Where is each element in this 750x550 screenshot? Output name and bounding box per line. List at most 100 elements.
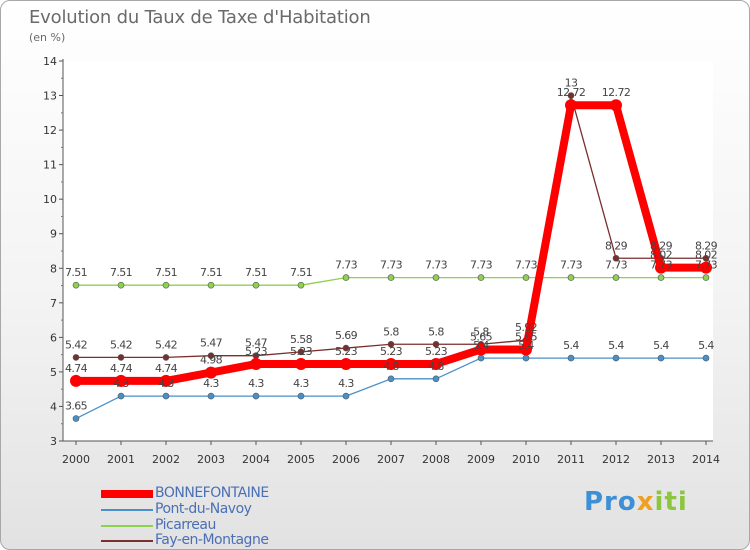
- point-fay-en-montagne-2001: [117, 354, 125, 361]
- point-picarreau-2003: [207, 281, 215, 289]
- point-bonnefontaine-2007: [385, 357, 397, 370]
- point-bonnefontaine-2003: [205, 366, 217, 379]
- legend-swatch-picarreau: [101, 525, 153, 527]
- point-pont-du-navoy-2000: [72, 415, 80, 422]
- data-label-bonnefontaine-2007: 5.23: [380, 345, 403, 358]
- point-bonnefontaine-2012: [610, 99, 622, 112]
- data-label-fay-en-montagne-2010: 5.92: [515, 321, 537, 334]
- data-label-fay-en-montagne-2012: 8.29: [605, 239, 628, 252]
- legend-label-picarreau: Picarreau: [155, 517, 216, 533]
- point-picarreau-2005: [297, 281, 305, 289]
- point-pont-du-navoy-2001: [117, 392, 125, 400]
- data-label-picarreau-2001: 7.51: [110, 266, 132, 279]
- data-label-bonnefontaine-2000: 4.74: [65, 362, 88, 375]
- data-label-picarreau-2007: 7.73: [380, 259, 403, 272]
- point-pont-du-navoy-2009: [477, 354, 485, 362]
- point-bonnefontaine-2006: [340, 357, 352, 370]
- data-label-picarreau-2014: 7.73: [695, 259, 718, 272]
- data-label-fay-en-montagne-2001: 5.42: [110, 338, 132, 351]
- data-label-fay-en-montagne-2009: 5.8: [473, 325, 489, 338]
- point-bonnefontaine-2000: [70, 374, 82, 387]
- legend-label-fay-en-montagne: Fay-en-Montagne: [155, 532, 269, 548]
- point-picarreau-2002: [162, 281, 170, 289]
- data-label-fay-en-montagne-2011: 13: [565, 77, 578, 90]
- data-label-fay-en-montagne-2003: 5.47: [200, 337, 223, 350]
- data-label-pont-du-navoy-2001: 4.3: [113, 377, 129, 390]
- x-tick-label-2013: 2013: [647, 453, 675, 466]
- data-label-bonnefontaine-2013: 8.02: [650, 249, 672, 262]
- y-tick-label-13: 13: [43, 90, 57, 103]
- legend-label-bonnefontaine: BONNEFONTAINE: [155, 485, 269, 501]
- data-label-picarreau-2009: 7.73: [470, 259, 493, 272]
- data-label-bonnefontaine-2014: 8.02: [695, 249, 717, 262]
- point-fay-en-montagne-2006: [342, 344, 350, 352]
- point-bonnefontaine-2008: [430, 357, 442, 370]
- data-label-picarreau-2006: 7.73: [335, 259, 358, 272]
- point-picarreau-2007: [387, 274, 395, 281]
- point-bonnefontaine-2004: [250, 357, 262, 370]
- data-label-pont-du-navoy-2000: 3.65: [65, 400, 88, 413]
- data-label-pont-du-navoy-2003: 4.3: [203, 377, 219, 390]
- x-tick-label-2012: 2012: [602, 453, 630, 466]
- point-bonnefontaine-2002: [160, 374, 172, 387]
- data-label-picarreau-2013: 7.73: [650, 259, 673, 272]
- data-label-pont-du-navoy-2013: 5.4: [653, 339, 669, 352]
- data-label-fay-en-montagne-2013: 8.29: [650, 239, 673, 252]
- data-label-picarreau-2011: 7.73: [560, 259, 583, 272]
- data-label-pont-du-navoy-2005: 4.3: [293, 377, 309, 390]
- data-label-bonnefontaine-2006: 5.23: [335, 345, 358, 358]
- y-tick-label-14: 14: [43, 55, 57, 68]
- point-picarreau-2014: [702, 274, 710, 281]
- point-pont-du-navoy-2002: [162, 392, 170, 400]
- point-bonnefontaine-2005: [295, 357, 307, 370]
- data-label-pont-du-navoy-2011: 5.4: [563, 339, 579, 352]
- legend-swatch-fay-en-montagne: [101, 540, 153, 542]
- point-fay-en-montagne-2000: [72, 354, 80, 361]
- point-fay-en-montagne-2008: [432, 340, 440, 348]
- chart-unit-label: (en %): [29, 31, 66, 44]
- point-picarreau-2001: [117, 281, 125, 289]
- data-label-pont-du-navoy-2009: 5.4: [473, 339, 489, 352]
- point-pont-du-navoy-2011: [567, 354, 575, 362]
- legend-swatch-bonnefontaine: [101, 490, 153, 498]
- legend-swatch-pont-du-navoy: [101, 509, 153, 511]
- point-fay-en-montagne-2003: [207, 352, 215, 359]
- point-picarreau-2008: [432, 274, 440, 281]
- data-label-bonnefontaine-2010: 5.65: [515, 330, 538, 343]
- x-tick-label-2002: 2002: [152, 453, 180, 466]
- data-label-picarreau-2010: 7.73: [515, 259, 538, 272]
- y-tick-label-11: 11: [43, 159, 57, 172]
- legend-label-pont-du-navoy: Pont-du-Navoy: [155, 501, 252, 517]
- data-label-picarreau-2002: 7.51: [155, 266, 177, 279]
- y-tick-label-7: 7: [50, 297, 57, 310]
- x-tick-label-2004: 2004: [242, 453, 270, 466]
- data-label-fay-en-montagne-2002: 5.42: [155, 338, 177, 351]
- point-bonnefontaine-2009: [475, 343, 487, 356]
- point-pont-du-navoy-2008: [432, 375, 440, 383]
- x-tick-label-2008: 2008: [422, 453, 450, 466]
- point-fay-en-montagne-2002: [162, 354, 170, 361]
- point-fay-en-montagne-2012: [612, 254, 620, 262]
- y-tick-label-12: 12: [43, 124, 57, 137]
- data-label-pont-du-navoy-2004: 4.3: [248, 377, 264, 390]
- x-tick-label-2006: 2006: [332, 453, 360, 466]
- point-bonnefontaine-2013: [655, 261, 667, 274]
- data-label-picarreau-2003: 7.51: [200, 266, 222, 279]
- data-label-pont-du-navoy-2007: 4.8: [383, 360, 399, 373]
- data-label-bonnefontaine-2004: 5.23: [245, 345, 268, 358]
- data-label-picarreau-2000: 7.51: [65, 266, 87, 279]
- x-tick-label-2010: 2010: [512, 453, 540, 466]
- point-pont-du-navoy-2010: [522, 354, 530, 362]
- point-bonnefontaine-2014: [700, 261, 712, 274]
- point-pont-du-navoy-2013: [657, 354, 665, 362]
- data-label-bonnefontaine-2012: 12.72: [602, 86, 631, 99]
- data-label-pont-du-navoy-2010: 5.4: [518, 339, 534, 352]
- point-pont-du-navoy-2007: [387, 375, 395, 383]
- y-tick-label-5: 5: [50, 366, 57, 379]
- point-pont-du-navoy-2012: [612, 354, 620, 362]
- point-pont-du-navoy-2003: [207, 392, 215, 400]
- data-label-fay-en-montagne-2014: 8.29: [695, 239, 718, 252]
- y-tick-label-3: 3: [50, 435, 57, 448]
